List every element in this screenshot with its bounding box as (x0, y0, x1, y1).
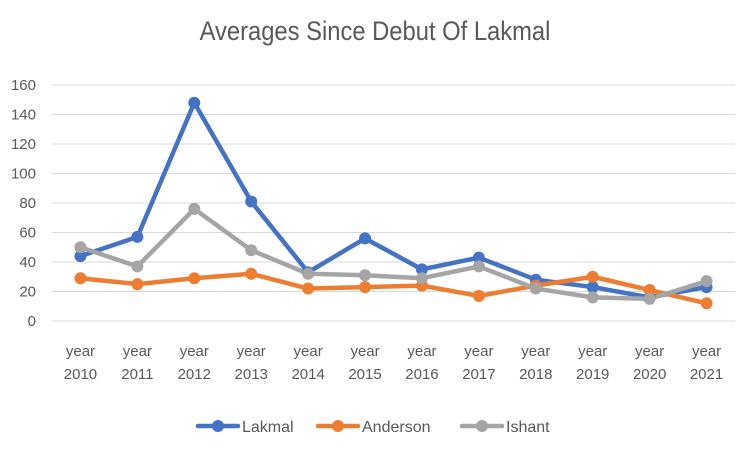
gridlines (52, 84, 735, 322)
y-tick-label: 160 (11, 77, 36, 94)
y-tick-label: 140 (11, 107, 36, 124)
x-axis: year 2010 year 2011 year 2012 year 2013 year 2014… (64, 343, 723, 383)
data-point-lakmal (415, 263, 428, 276)
x-tick-label: year 2019 (576, 343, 609, 383)
data-point-ishant (529, 282, 542, 295)
series-points (74, 96, 713, 310)
x-tick-label: year 2014 (291, 343, 324, 383)
data-point-ishant (302, 267, 315, 280)
legend-item-ishant: Ishant (459, 419, 550, 436)
data-point-anderson (74, 272, 87, 285)
x-tick-label: year 2017 (462, 343, 495, 383)
data-point-ishant (131, 260, 144, 273)
data-point-ishant (472, 260, 485, 273)
data-point-anderson (188, 272, 201, 285)
y-tick-label: 120 (11, 136, 36, 153)
series-lines (78, 100, 709, 306)
data-point-anderson (131, 278, 144, 291)
data-point-anderson (700, 297, 713, 310)
data-point-anderson (245, 267, 258, 280)
data-point-ishant (359, 269, 372, 282)
data-point-lakmal (188, 96, 201, 109)
y-tick-label: 80 (19, 195, 36, 212)
data-point-lakmal (359, 232, 372, 245)
x-tick-label: year 2010 (64, 343, 97, 383)
data-point-anderson (586, 270, 599, 283)
legend-item-lakmal: Lakmal (195, 419, 294, 436)
data-point-ishant (74, 241, 87, 254)
series-line-lakmal (78, 100, 709, 300)
y-tick-label: 60 (19, 225, 36, 242)
legend-swatch-marker (476, 420, 488, 432)
x-tick-label: year 2015 (348, 343, 381, 383)
data-point-ishant (415, 272, 428, 285)
x-tick-label: year 2020 (633, 343, 666, 383)
x-tick-label: year 2011 (121, 343, 153, 383)
data-point-anderson (472, 289, 485, 302)
y-tick-label: 20 (19, 284, 36, 301)
data-point-anderson (359, 281, 372, 294)
y-axis: 0 20 40 60 80 100 120 140 160 (11, 77, 36, 330)
y-tick-label: 40 (19, 254, 36, 271)
chart-title: Averages Since Debut Of Lakmal (199, 16, 551, 46)
x-tick-label: year 2018 (519, 343, 552, 383)
legend-item-anderson: Anderson (315, 419, 431, 436)
y-tick-label: 100 (11, 166, 36, 183)
legend-swatch-marker (332, 420, 344, 432)
data-point-lakmal (131, 230, 144, 243)
x-tick-label: year 2012 (178, 343, 211, 383)
legend-swatch-marker (212, 420, 224, 432)
data-point-lakmal (586, 281, 599, 294)
series-line-ishant (78, 206, 709, 302)
legend-label: Anderson (362, 419, 431, 436)
x-tick-label: year 2013 (235, 343, 268, 383)
x-tick-label: year 2016 (405, 343, 438, 383)
data-point-ishant (586, 291, 599, 304)
data-point-ishant (188, 202, 201, 215)
legend-label: Ishant (506, 419, 550, 436)
data-point-ishant (245, 244, 258, 257)
y-tick-label: 0 (28, 313, 36, 330)
series-line-anderson (78, 271, 709, 306)
data-point-anderson (302, 282, 315, 295)
legend: Lakmal Anderson Ishant (195, 419, 550, 436)
data-point-anderson (643, 284, 656, 297)
x-tick-label: year 2021 (690, 343, 723, 383)
data-point-lakmal (245, 195, 258, 208)
data-point-lakmal (74, 250, 87, 263)
data-point-ishant (643, 292, 656, 305)
data-point-lakmal (472, 251, 485, 264)
data-point-ishant (700, 275, 713, 288)
legend-label: Lakmal (242, 419, 294, 436)
